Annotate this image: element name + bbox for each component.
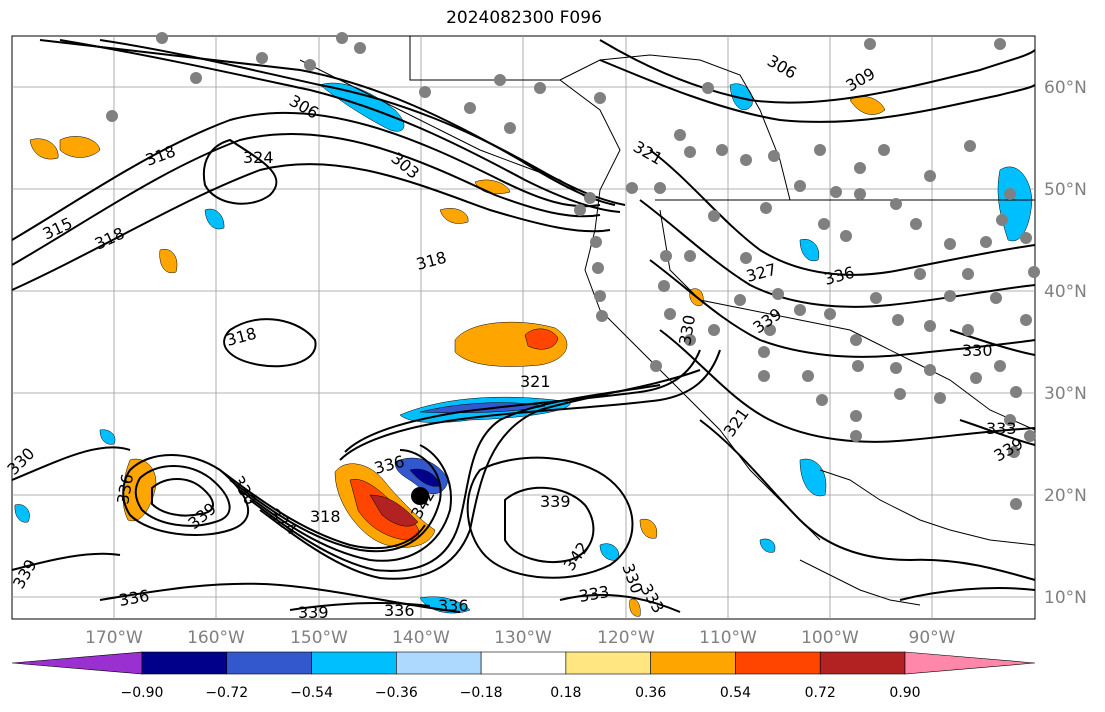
- colorbar-segment: [565, 651, 651, 675]
- lon-label: 130°W: [494, 628, 552, 648]
- lat-label: 10°N: [1044, 588, 1087, 608]
- colorbar-tick-label: −0.72: [205, 685, 248, 701]
- lat-label: 40°N: [1044, 282, 1087, 302]
- lon-label: 90°W: [909, 628, 956, 648]
- colorbar-segment: [480, 651, 567, 675]
- contour-label: 330: [962, 341, 993, 360]
- colorbar-segment: [819, 651, 906, 675]
- longitude-labels: 170°W 160°W 150°W 140°W 130°W 120°W 110°…: [85, 628, 956, 648]
- colorbar-tick-label: 0.18: [550, 685, 581, 701]
- colorbar-tick-label: −0.18: [460, 685, 503, 701]
- colorbar: [11, 651, 1036, 675]
- lon-label: 150°W: [290, 628, 348, 648]
- lat-label: 20°N: [1044, 486, 1087, 506]
- colorbar-tick-label: 0.90: [889, 685, 920, 701]
- colorbar-tick-label: −0.36: [375, 685, 418, 701]
- contour-label: 333: [986, 419, 1017, 438]
- lon-label: 140°W: [392, 628, 450, 648]
- contour-label: 339: [540, 492, 571, 511]
- colorbar-segment: [141, 651, 228, 675]
- storm-center-marker: [411, 487, 429, 505]
- lon-label: 170°W: [85, 628, 143, 648]
- colorbar-tick-label: −0.54: [290, 685, 333, 701]
- colorbar-segment: [650, 651, 736, 675]
- colorbar-segment: [226, 651, 312, 675]
- shaded-fields: [14, 82, 1033, 617]
- contour-lines: [11, 39, 1036, 613]
- colorbar-segment: [311, 651, 397, 675]
- latitude-labels: 60°N 50°N 40°N 30°N 20°N 10°N: [1044, 78, 1087, 608]
- colorbar-extend-min: [11, 651, 143, 675]
- gridlines: [12, 36, 1035, 619]
- contour-label: 339: [298, 603, 329, 622]
- colorbar-segment: [735, 651, 821, 675]
- contour-label: 336: [438, 596, 469, 615]
- colorbar-segment: [396, 651, 482, 675]
- contour-label: 324: [243, 148, 274, 167]
- colorbar-extend-max: [904, 651, 1036, 675]
- lat-label: 50°N: [1044, 180, 1087, 200]
- contour-label: 336: [384, 601, 415, 620]
- lon-label: 160°W: [187, 628, 245, 648]
- lat-label: 30°N: [1044, 384, 1087, 404]
- station-markers: [106, 32, 1040, 510]
- lat-label: 60°N: [1044, 78, 1087, 98]
- colorbar-tick-label: 0.36: [635, 685, 666, 701]
- map-title: 2024082300 F096: [446, 8, 602, 28]
- colorbar-tick-label: 0.54: [720, 685, 751, 701]
- lon-label: 100°W: [801, 628, 859, 648]
- lon-label: 120°W: [597, 628, 655, 648]
- colorbar-tick-labels: −0.90 −0.72 −0.54 −0.36 −0.18 0.18 0.36 0.54 0.7…: [121, 685, 921, 701]
- contour-label: 318: [310, 507, 341, 526]
- colorbar-tick-label: 0.72: [805, 685, 836, 701]
- lon-label: 110°W: [699, 628, 757, 648]
- colorbar-tick-label: −0.90: [121, 685, 164, 701]
- contour-label: 321: [520, 372, 551, 391]
